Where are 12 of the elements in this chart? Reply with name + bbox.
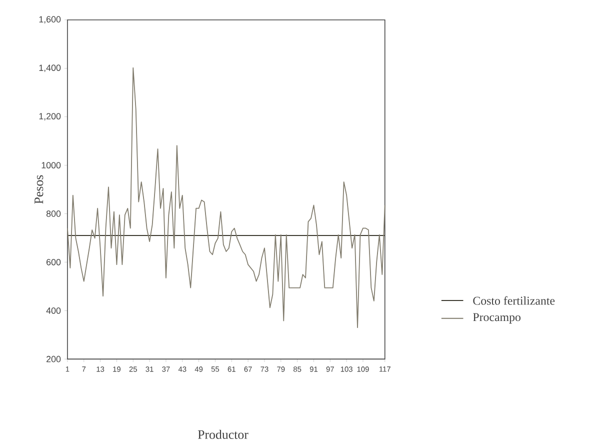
- y-tick-label: 1,200: [39, 112, 61, 120]
- y-axis-title: Pesos: [34, 175, 44, 204]
- y-tick-label: 400: [46, 307, 61, 314]
- legend-label: Procampo: [473, 313, 521, 324]
- y-tick-label: 200: [46, 356, 61, 362]
- y-tick-label: 600: [46, 258, 61, 266]
- y-tick-label: 1000: [42, 162, 61, 168]
- x-axis-title: Productor: [198, 430, 248, 439]
- y-tick-label: 800: [46, 210, 61, 217]
- y-tick-label: 1,400: [39, 64, 61, 72]
- y-tick-label: 1,600: [39, 16, 61, 24]
- legend-label: Costo fertilizante: [473, 296, 555, 305]
